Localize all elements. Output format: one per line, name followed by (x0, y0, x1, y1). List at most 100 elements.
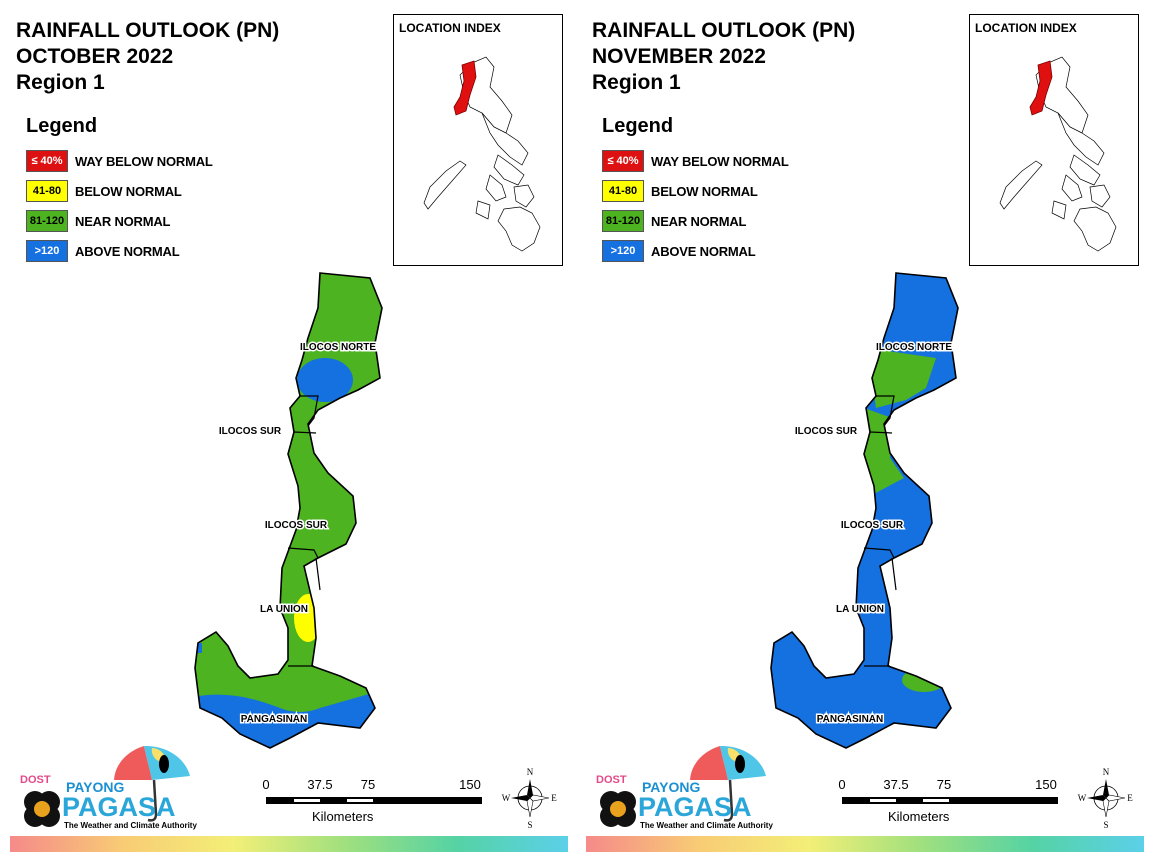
title-line-3-region: Region 1 (592, 71, 681, 94)
scale-tick-37-5: 37.5 (307, 777, 333, 792)
scale-tick-0: 0 (262, 777, 270, 792)
legend-swatch: >120 (26, 240, 68, 262)
legend-item: 41-80 BELOW NORMAL (26, 176, 213, 206)
title-line-2-month: OCTOBER 2022 (16, 45, 174, 68)
scale-graphic (266, 797, 482, 804)
region-1-highlight (1029, 60, 1053, 116)
scale-tick-150: 150 (459, 777, 481, 792)
legend-rows: ≤ 40% WAY BELOW NORMAL 41-80 BELOW NORMAL 81… (602, 146, 789, 266)
payong-pagasa-logo: DOST PAYONG PAGASA The Weather and Clima… (14, 740, 204, 835)
map-title: RAINFALL OUTLOOK (PN) NOVEMBER 2022 Regi… (592, 18, 855, 96)
svg-text:W: W (1078, 793, 1087, 803)
title-line-2-month: NOVEMBER 2022 (592, 45, 766, 68)
province-label: ILOCOS SUR (265, 520, 328, 531)
scale-bar: 0 37.5 75 150 Kilometers (262, 777, 487, 827)
svg-text:PAYONG: PAYONG (66, 779, 124, 795)
scale-tick-150: 150 (1035, 777, 1057, 792)
province-label: ILOCOS NORTE (876, 342, 952, 353)
legend-item: 81-120 NEAR NORMAL (602, 206, 789, 236)
province-label: ILOCOS NORTE (300, 342, 376, 353)
svg-text:E: E (1127, 793, 1133, 803)
location-index-box: LOCATION INDEX (969, 14, 1139, 266)
svg-text:S: S (527, 820, 532, 830)
legend-swatch: ≤ 40% (26, 150, 68, 172)
map-title: RAINFALL OUTLOOK (PN) OCTOBER 2022 Regio… (16, 18, 279, 96)
location-index-title: LOCATION INDEX (975, 21, 1077, 35)
scale-tick-37-5: 37.5 (883, 777, 909, 792)
legend-swatch: 81-120 (26, 210, 68, 232)
region-1-map: ILOCOS NORTE ILOCOS SUR ILOCOS SUR LA UNION… (194, 272, 383, 749)
north-arrow-icon: N S E W (500, 765, 560, 831)
legend-label: WAY BELOW NORMAL (651, 153, 789, 169)
svg-text:PAGASA: PAGASA (62, 792, 176, 822)
payong-pagasa-logo: DOST PAYONG PAGASA The Weather and Clima… (590, 740, 780, 835)
svg-text:W: W (502, 793, 511, 803)
region-1-map: ILOCOS NORTE ILOCOS SUR ILOCOS SUR LA UNION… (770, 272, 959, 749)
legend-item: 41-80 BELOW NORMAL (602, 176, 789, 206)
legend-swatch: 81-120 (602, 210, 644, 232)
legend-label: NEAR NORMAL (75, 213, 171, 229)
legend-item: ≤ 40% WAY BELOW NORMAL (602, 146, 789, 176)
scale-tick-75: 75 (360, 777, 376, 792)
philippines-index-map (423, 56, 541, 252)
legend-swatch: 41-80 (26, 180, 68, 202)
october-outlook-panel: RAINFALL OUTLOOK (PN) OCTOBER 2022 Regio… (10, 14, 568, 852)
scale-tick-0: 0 (838, 777, 846, 792)
legend-title: Legend (26, 115, 98, 137)
svg-text:N: N (527, 767, 534, 777)
legend-item: 81-120 NEAR NORMAL (26, 206, 213, 236)
svg-text:PAGASA: PAGASA (638, 792, 752, 822)
philippines-index-map (999, 56, 1117, 252)
svg-text:DOST: DOST (20, 774, 51, 786)
legend-rows: ≤ 40% WAY BELOW NORMAL 41-80 BELOW NORMAL 81… (26, 146, 213, 266)
pagasa-umbrella-icon: DOST PAYONG PAGASA The Weather and Clima… (20, 745, 197, 830)
location-index-box: LOCATION INDEX (393, 14, 563, 266)
legend-label: BELOW NORMAL (75, 183, 182, 199)
legend-item: ≤ 40% WAY BELOW NORMAL (26, 146, 213, 176)
scale-unit: Kilometers (312, 809, 374, 824)
province-label: PANGASINAN (241, 714, 307, 725)
legend-label: ABOVE NORMAL (75, 243, 180, 259)
legend-swatch: >120 (602, 240, 644, 262)
province-label: PANGASINAN (817, 714, 883, 725)
title-line-1: RAINFALL OUTLOOK (PN) (592, 19, 856, 42)
legend: Legend ≤ 40% WAY BELOW NORMAL 41-80 BELOW N… (602, 115, 789, 266)
province-label: ILOCOS SUR (841, 520, 904, 531)
pagasa-umbrella-icon: DOST PAYONG PAGASA The Weather and Clima… (596, 745, 773, 830)
province-boundaries (194, 272, 383, 749)
legend-swatch: ≤ 40% (602, 150, 644, 172)
svg-text:E: E (551, 793, 557, 803)
province-labels: ILOCOS NORTE ILOCOS SUR ILOCOS SUR LA UNION… (793, 341, 953, 727)
svg-text:The Weather and Climate Author: The Weather and Climate Authority (640, 821, 773, 830)
title-line-3-region: Region 1 (16, 71, 105, 94)
location-index-title: LOCATION INDEX (399, 21, 501, 35)
footer-gradient-bar (586, 836, 1144, 852)
legend-label: NEAR NORMAL (651, 213, 747, 229)
legend-label: WAY BELOW NORMAL (75, 153, 213, 169)
legend-item: >120 ABOVE NORMAL (602, 236, 789, 266)
scale-unit: Kilometers (888, 809, 950, 824)
north-arrow-icon: N S E W (1076, 765, 1136, 831)
svg-text:DOST: DOST (596, 774, 627, 786)
legend-label: ABOVE NORMAL (651, 243, 756, 259)
province-label: LA UNION (260, 604, 308, 615)
svg-text:N: N (1103, 767, 1110, 777)
region-1-highlight (453, 60, 477, 116)
scale-bar: 0 37.5 75 150 Kilometers (838, 777, 1063, 827)
province-label: ILOCOS SUR (219, 426, 282, 437)
svg-text:The Weather and Climate Author: The Weather and Climate Authority (64, 821, 197, 830)
legend-swatch: 41-80 (602, 180, 644, 202)
province-boundaries (770, 272, 959, 749)
legend-label: BELOW NORMAL (651, 183, 758, 199)
legend-title: Legend (602, 115, 674, 137)
legend: Legend ≤ 40% WAY BELOW NORMAL 41-80 BELOW N… (26, 115, 213, 266)
svg-text:S: S (1103, 820, 1108, 830)
footer-gradient-bar (10, 836, 568, 852)
title-line-1: RAINFALL OUTLOOK (PN) (16, 19, 280, 42)
scale-tick-75: 75 (936, 777, 952, 792)
november-outlook-panel: RAINFALL OUTLOOK (PN) NOVEMBER 2022 Regi… (576, 0, 1152, 864)
province-label: LA UNION (836, 604, 884, 615)
legend-item: >120 ABOVE NORMAL (26, 236, 213, 266)
svg-text:PAYONG: PAYONG (642, 779, 700, 795)
province-labels: ILOCOS NORTE ILOCOS SUR ILOCOS SUR LA UNION… (217, 341, 377, 727)
